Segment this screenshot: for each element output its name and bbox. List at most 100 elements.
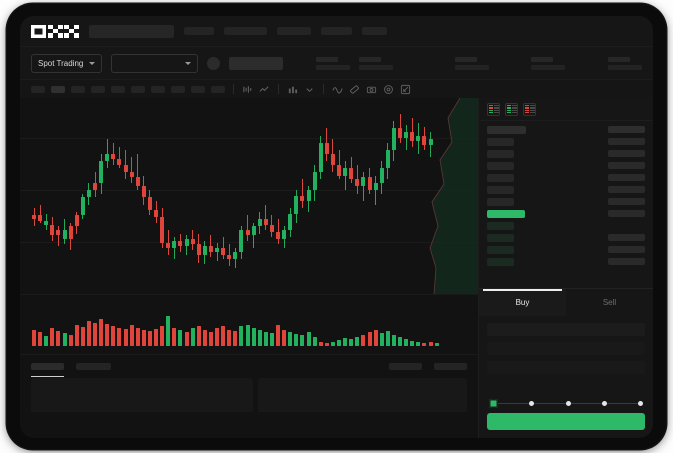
submit-order-button[interactable] (487, 413, 645, 430)
bar-chart-icon[interactable] (287, 84, 298, 95)
volume-bar (404, 339, 409, 346)
stepper-line (498, 402, 530, 404)
volume-bar (141, 330, 146, 346)
volume-bar (86, 321, 91, 346)
field-total[interactable] (487, 361, 645, 374)
nav-item-1[interactable] (184, 27, 214, 35)
tab-sell[interactable]: Sell (566, 289, 653, 316)
volume-bar (68, 334, 73, 346)
timeframe-5[interactable] (111, 85, 125, 93)
okx-logo-icon[interactable] (31, 24, 79, 38)
volume-bar (330, 341, 335, 346)
orderbook-ask-row[interactable] (487, 161, 645, 170)
volume-bar (276, 325, 280, 346)
orderbook-ask-row[interactable] (487, 197, 645, 206)
timeframe-4[interactable] (91, 85, 105, 93)
volume-bar (184, 332, 189, 346)
camera-icon[interactable] (366, 84, 377, 95)
pair-avatar (206, 56, 220, 70)
orderbook-mode-switcher (479, 98, 653, 120)
timeframe-2[interactable] (51, 85, 65, 93)
volume-bar (355, 337, 360, 346)
orderbook-bid-row[interactable] (487, 245, 645, 254)
nav-item-2[interactable] (224, 27, 267, 35)
orderbook-ask-row[interactable] (487, 149, 645, 158)
stat-block-1 (315, 56, 350, 70)
stepper-dot-1[interactable] (489, 398, 498, 408)
price-candlestick-chart[interactable] (20, 98, 478, 294)
orderbook-bid-row[interactable] (487, 257, 645, 266)
volume-bar (269, 333, 274, 346)
volume-bar (263, 332, 268, 346)
chart-toolbar (20, 79, 653, 98)
logo-letter-x (64, 24, 79, 38)
timeframe-8[interactable] (171, 85, 185, 93)
toolbar-divider (233, 84, 234, 94)
tab-action-1[interactable] (389, 363, 422, 370)
target-icon[interactable] (383, 84, 394, 95)
field-amount[interactable] (487, 342, 645, 355)
orderbook-bid-row[interactable] (487, 221, 645, 230)
panel-assets-list[interactable] (258, 378, 467, 412)
volume-bar (251, 327, 256, 346)
tab-order-history[interactable] (76, 363, 111, 370)
volume-bar (38, 332, 43, 346)
orderbook-last-price-row[interactable] (487, 209, 645, 218)
nav-item-4[interactable] (321, 27, 352, 35)
line-chart-icon[interactable] (259, 84, 270, 95)
stepper-dot-3[interactable] (565, 400, 571, 406)
stepper-dot-5[interactable] (638, 400, 643, 406)
timeframe-7[interactable] (151, 85, 165, 93)
nav-item-5[interactable] (362, 27, 387, 35)
stat-block-4 (531, 56, 566, 70)
volume-bar (294, 334, 299, 346)
orderbook-ask-row[interactable] (487, 173, 645, 182)
field-price[interactable] (487, 323, 645, 336)
orderbook-bids-icon[interactable] (505, 102, 518, 116)
panel-orders-list[interactable] (31, 378, 253, 412)
volume-bar (227, 330, 232, 346)
volume-bar (154, 328, 158, 346)
ruler-icon[interactable] (349, 84, 360, 95)
stepper-dot-2[interactable] (529, 400, 535, 406)
volume-bar (282, 329, 287, 346)
orderbook-bid-row[interactable] (487, 233, 645, 242)
volume-bar (166, 316, 171, 346)
fullscreen-icon[interactable] (400, 84, 411, 95)
timeframe-10[interactable] (211, 85, 225, 93)
volume-bar (398, 337, 402, 346)
search-input[interactable] (89, 24, 174, 38)
stat-block-2 (358, 56, 393, 70)
volume-bar (74, 325, 79, 346)
volume-bar (379, 333, 384, 346)
chevron-down-icon[interactable] (304, 84, 315, 95)
timeframe-9[interactable] (191, 85, 205, 93)
orderbook-ask-row[interactable] (487, 137, 645, 146)
tab-action-2[interactable] (434, 363, 467, 370)
orderbook-ask-row[interactable] (487, 185, 645, 194)
trading-mode-select[interactable]: Spot Trading (31, 53, 103, 73)
candlestick-chart-icon[interactable] (242, 84, 253, 95)
order-form-fields (479, 316, 653, 393)
volume-bar (239, 326, 244, 346)
volume-bar (44, 335, 49, 346)
volume-bar (385, 331, 390, 346)
timeframe-1[interactable] (31, 85, 45, 93)
pair-select[interactable] (111, 53, 198, 73)
volume-bar (257, 330, 262, 346)
tab-buy[interactable]: Buy (479, 289, 566, 316)
stepper-dot-4[interactable] (601, 400, 607, 406)
orderbook-both-icon[interactable] (487, 102, 500, 116)
timeframe-3[interactable] (71, 85, 85, 93)
volume-bar (111, 326, 116, 346)
volume-bar (117, 327, 122, 346)
indicator-icon[interactable] (332, 84, 343, 95)
timeframe-6[interactable] (131, 85, 145, 93)
orderbook-asks-icon[interactable] (523, 102, 536, 116)
tab-open-orders[interactable] (31, 363, 64, 377)
nav-item-3[interactable] (277, 27, 311, 35)
volume-bar (93, 322, 97, 346)
volume-bar (233, 331, 238, 346)
orderbook-rows[interactable] (479, 120, 653, 288)
trading-subheader: Spot Trading (20, 46, 653, 79)
